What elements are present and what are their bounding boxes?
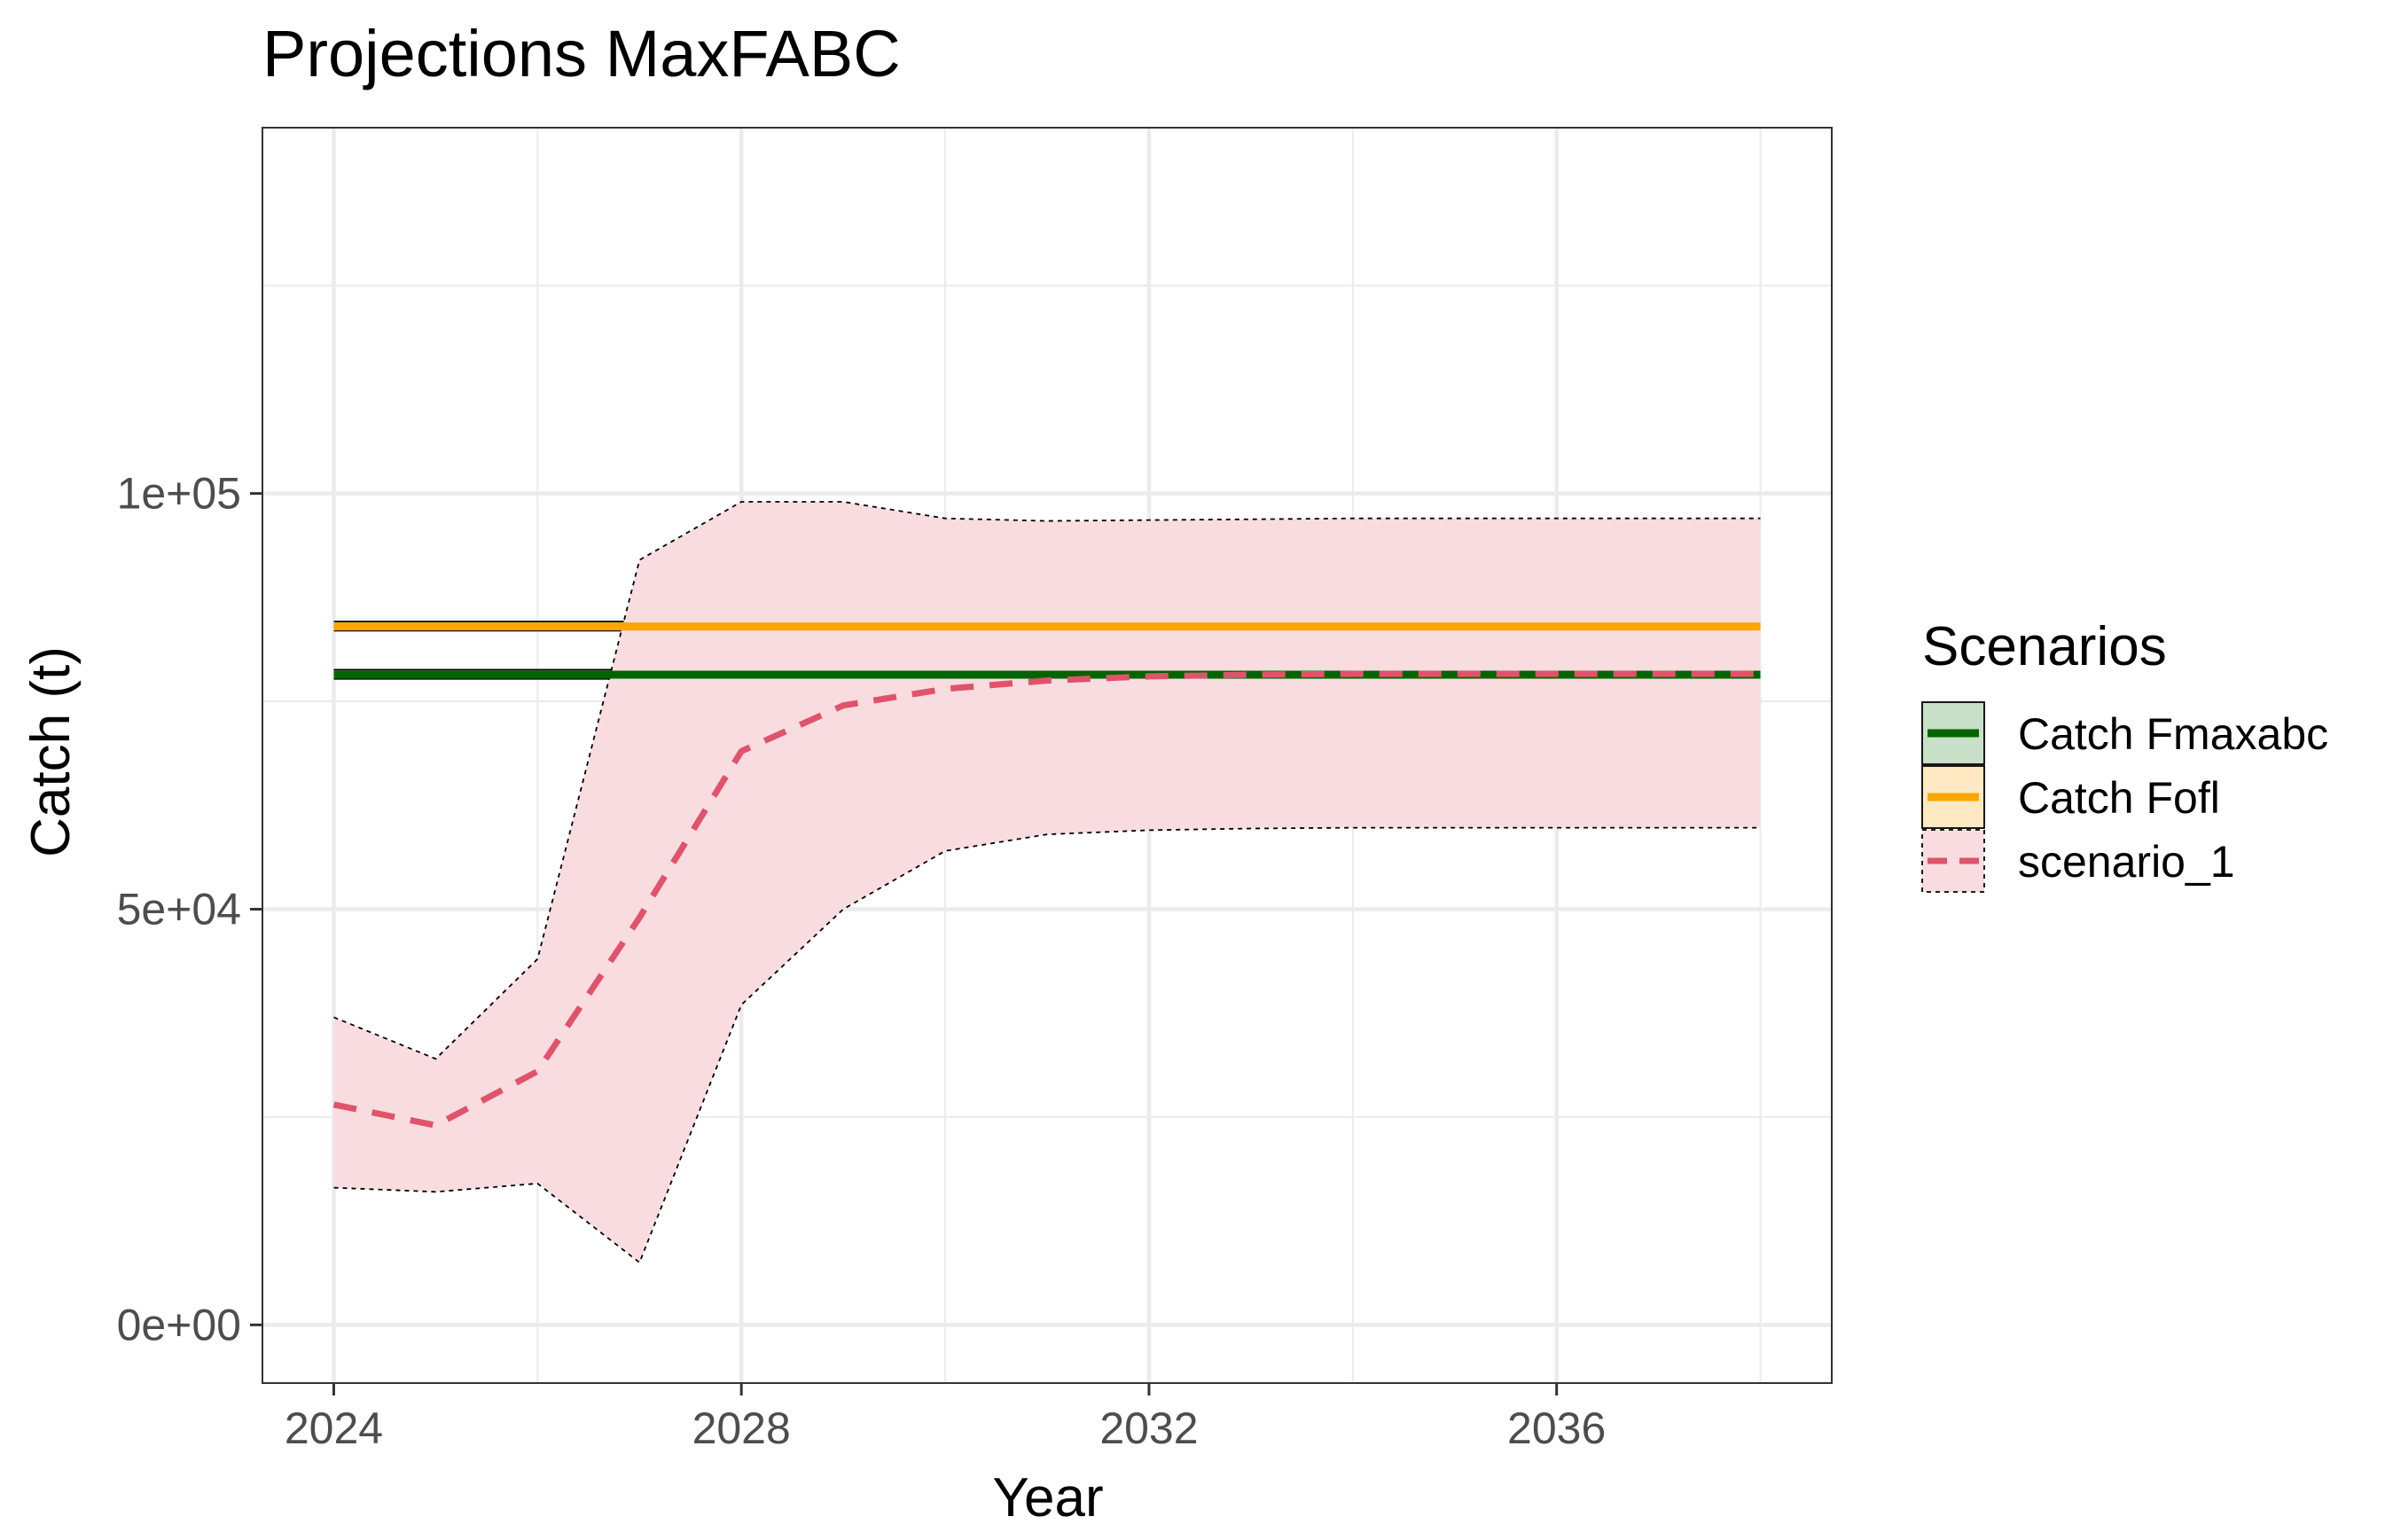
ribbon-upper-bound [333,501,1761,1060]
legend: Scenarios Catch Fmaxabc Catch Fofl scenari… [1921,616,2328,893]
ribbon-lower-bound [333,826,1761,1264]
series-line-scenario_1 [332,670,1761,1129]
legend-entry-label: scenario_1 [2018,837,2235,887]
x-tick-label: 2036 [1507,1403,1606,1453]
series-lines [332,622,1761,1129]
x-axis: 2024 2028 2032 2036 [285,1383,1606,1453]
y-axis-label: Catch (t) [20,646,82,857]
x-tick-label: 2028 [692,1403,791,1453]
y-axis: 0e+00 5e+04 1e+05 [117,469,262,1349]
plot-panel-border [262,127,1833,1384]
y-tick-label: 0e+00 [117,1300,241,1349]
x-axis-label: Year [992,1467,1103,1528]
chart-title: Projections MaxFABC [262,17,901,90]
legend-entry-label: Catch Fmaxabc [2018,709,2328,759]
y-tick-label: 1e+05 [117,469,241,519]
x-tick-label: 2032 [1099,1403,1198,1453]
ribbon-scenario_1 [333,502,1761,1262]
x-tick-label: 2024 [285,1403,383,1453]
legend-entry-label: Catch Fofl [2018,773,2220,823]
y-tick-label: 5e+04 [117,884,241,934]
legend-title: Scenarios [1922,616,2167,677]
